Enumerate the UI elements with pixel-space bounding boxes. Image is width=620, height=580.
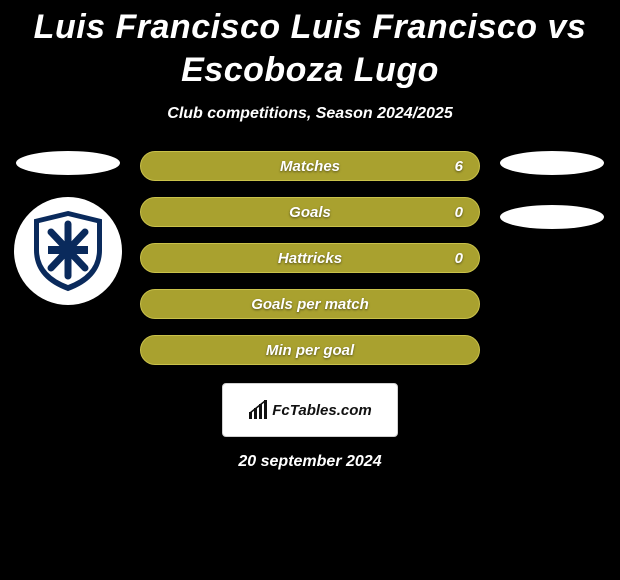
stat-bar-label: Min per goal [266, 342, 354, 359]
stat-bar: Goals 0 [140, 197, 480, 227]
stat-bar-label: Matches [280, 158, 340, 175]
page-title: Luis Francisco Luis Francisco vs Escoboz… [0, 0, 620, 91]
stat-bar: Goals per match [140, 289, 480, 319]
left-player-column [8, 151, 128, 305]
club-badge [14, 197, 122, 305]
stat-bar-value: 0 [455, 204, 463, 221]
comparison-chart: Matches 6 Goals 0 Hattricks 0 Goals per match M… [0, 151, 620, 371]
stat-bar: Min per goal [140, 335, 480, 365]
watermark-text: FcTables.com [272, 402, 371, 419]
stat-bar: Matches 6 [140, 151, 480, 181]
stat-bars: Matches 6 Goals 0 Hattricks 0 Goals per match M… [140, 151, 480, 365]
right-player-column [492, 151, 612, 229]
stat-bar-value: 0 [455, 250, 463, 267]
stat-bar: Hattricks 0 [140, 243, 480, 273]
page-subtitle: Club competitions, Season 2024/2025 [0, 105, 620, 123]
watermark[interactable]: FcTables.com [222, 383, 398, 437]
player-photo-placeholder [16, 151, 120, 175]
stat-bar-label: Goals [289, 204, 331, 221]
stat-bar-value: 6 [455, 158, 463, 175]
generated-date: 20 september 2024 [0, 453, 620, 471]
club-shield-icon [31, 210, 105, 292]
stat-bar-label: Goals per match [251, 296, 369, 313]
chart-icon [248, 400, 268, 420]
club-badge-placeholder [500, 205, 604, 229]
player-photo-placeholder [500, 151, 604, 175]
stat-bar-label: Hattricks [278, 250, 342, 267]
